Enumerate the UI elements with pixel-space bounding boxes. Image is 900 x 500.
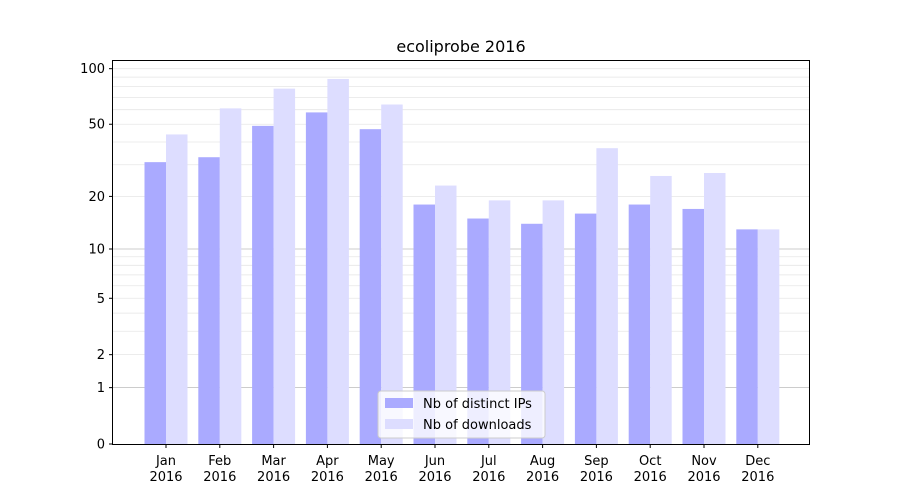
x-tick-label-year: 2016 xyxy=(149,470,182,485)
legend-label: Nb of distinct IPs xyxy=(423,397,532,412)
bar-downloads xyxy=(219,108,242,444)
bar-downloads xyxy=(757,229,780,444)
bar-distinct-ips xyxy=(144,162,166,445)
bar-distinct-ips xyxy=(198,157,220,444)
bar-downloads xyxy=(327,78,349,444)
y-tick-label: 2 xyxy=(97,348,105,363)
y-tick-label: 20 xyxy=(88,190,105,205)
y-tick-label: 1 xyxy=(97,381,105,396)
x-tick-label-year: 2016 xyxy=(526,470,559,485)
bar-distinct-ips xyxy=(628,204,651,444)
bar-downloads xyxy=(435,185,457,444)
x-tick-label-year: 2016 xyxy=(203,470,236,485)
bar-distinct-ips xyxy=(736,229,758,444)
x-tick-label-year: 2016 xyxy=(311,470,344,485)
y-tick-label: 5 xyxy=(97,292,105,307)
bar-distinct-ips xyxy=(682,208,704,444)
x-tick-label-month: Jan xyxy=(155,454,176,469)
bar-downloads xyxy=(273,88,296,444)
x-tick-label-month: Dec xyxy=(745,454,770,469)
bar-downloads xyxy=(596,148,618,444)
x-tick-label-year: 2016 xyxy=(257,470,290,485)
y-tick-label: 100 xyxy=(80,62,105,77)
x-tick-label-month: Sep xyxy=(584,454,609,469)
x-tick-label-month: Nov xyxy=(691,454,717,469)
bar-distinct-ips xyxy=(359,129,382,444)
x-tick-label-month: Oct xyxy=(639,454,661,469)
legend-box xyxy=(377,390,546,439)
bar-downloads xyxy=(488,200,511,444)
bar-distinct-ips xyxy=(413,204,435,444)
bar-downloads xyxy=(381,104,403,445)
y-tick-label: 10 xyxy=(88,242,105,257)
bar-downloads xyxy=(704,173,726,445)
x-tick-label-month: Mar xyxy=(261,454,286,469)
x-tick-label-year: 2016 xyxy=(741,470,774,485)
legend-swatch xyxy=(385,419,413,429)
legend-label: Nb of downloads xyxy=(423,418,532,433)
x-tick-label-month: Jul xyxy=(480,454,497,469)
legend: Nb of distinct IPs Nb of downloads xyxy=(377,390,546,439)
x-tick-label-year: 2016 xyxy=(365,470,398,485)
x-tick-label-year: 2016 xyxy=(634,470,667,485)
x-tick-label-year: 2016 xyxy=(472,470,505,485)
bar-distinct-ips xyxy=(574,213,597,444)
bar-distinct-ips xyxy=(467,218,489,444)
bar-distinct-ips xyxy=(252,125,274,444)
x-tick-label-month: Jun xyxy=(424,454,445,469)
bars xyxy=(144,78,780,445)
x-tick-label-year: 2016 xyxy=(687,470,720,485)
bar-distinct-ips xyxy=(521,223,543,444)
bar-downloads xyxy=(542,200,565,444)
y-tick-label: 50 xyxy=(88,118,105,133)
x-tick-label-year: 2016 xyxy=(418,470,451,485)
x-tick-label-month: Feb xyxy=(208,454,231,469)
legend-swatch xyxy=(385,398,413,408)
x-axis: Jan2016Feb2016Mar2016Apr2016May2016Jun20… xyxy=(149,444,774,485)
x-tick-label-month: May xyxy=(368,454,395,469)
y-axis: 0 1 2 5 10 20 50 100 xyxy=(80,62,113,453)
x-tick-label-month: Aug xyxy=(530,454,555,469)
chart-title: ecoliprobe 2016 xyxy=(396,37,525,56)
bar-downloads xyxy=(650,175,672,445)
x-tick-label-year: 2016 xyxy=(580,470,613,485)
bar-distinct-ips xyxy=(305,112,328,444)
x-tick-label-month: Apr xyxy=(316,454,339,469)
bar-downloads xyxy=(166,134,188,444)
plot-frame xyxy=(112,60,810,445)
y-tick-label: 0 xyxy=(97,438,105,453)
